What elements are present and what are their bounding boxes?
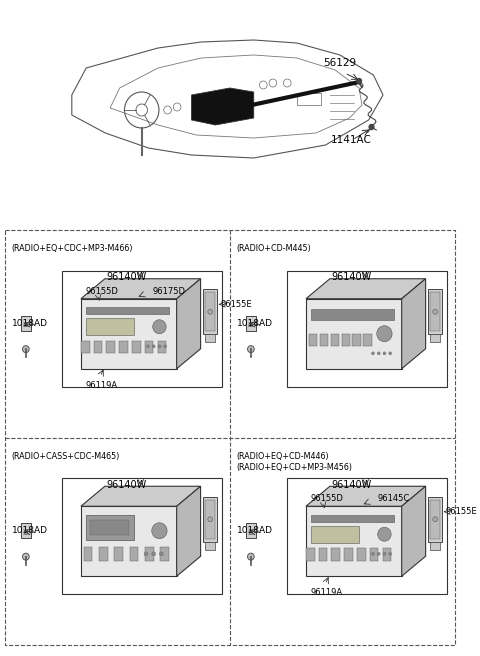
Circle shape	[208, 517, 213, 522]
Bar	[309, 334, 317, 346]
Bar	[204, 289, 217, 335]
Text: 96175D: 96175D	[153, 287, 186, 296]
Bar	[311, 515, 394, 522]
Bar	[320, 334, 328, 346]
Circle shape	[164, 345, 167, 348]
Bar	[311, 309, 394, 319]
Bar	[205, 542, 215, 550]
Circle shape	[389, 552, 392, 556]
Polygon shape	[81, 486, 201, 506]
Bar	[145, 340, 154, 354]
Text: 1141AC: 1141AC	[330, 135, 371, 145]
Bar	[246, 316, 256, 331]
Polygon shape	[306, 279, 426, 298]
Polygon shape	[192, 88, 254, 125]
Text: 96140W: 96140W	[107, 480, 147, 489]
Bar	[332, 548, 340, 561]
Bar	[99, 547, 108, 561]
Bar	[94, 340, 102, 354]
Bar	[145, 547, 154, 561]
Polygon shape	[81, 506, 177, 576]
Circle shape	[208, 309, 213, 314]
Bar	[107, 340, 115, 354]
Bar	[370, 548, 378, 561]
Circle shape	[377, 326, 392, 342]
Circle shape	[369, 125, 374, 129]
Circle shape	[23, 553, 29, 560]
Text: 96155D: 96155D	[86, 287, 119, 296]
Bar	[81, 340, 90, 354]
Bar	[319, 548, 327, 561]
Bar	[431, 500, 440, 539]
Bar	[119, 340, 128, 354]
Circle shape	[249, 323, 253, 327]
Circle shape	[433, 309, 438, 314]
Circle shape	[248, 346, 254, 353]
Text: 96119A: 96119A	[311, 588, 343, 597]
Bar	[205, 335, 215, 342]
Text: (RADIO+CD-M445): (RADIO+CD-M445)	[237, 244, 311, 253]
Bar	[331, 334, 339, 346]
Circle shape	[248, 553, 254, 560]
Bar	[114, 547, 123, 561]
Bar	[91, 520, 129, 535]
Circle shape	[383, 352, 386, 355]
Bar	[21, 316, 31, 331]
Bar	[357, 548, 366, 561]
Circle shape	[24, 530, 28, 534]
Polygon shape	[177, 486, 201, 576]
Bar	[84, 547, 93, 561]
Bar	[86, 515, 133, 540]
Circle shape	[152, 345, 155, 348]
Circle shape	[377, 352, 380, 355]
Polygon shape	[177, 279, 201, 369]
Bar	[132, 340, 141, 354]
Circle shape	[152, 552, 156, 556]
Circle shape	[372, 552, 374, 556]
Circle shape	[152, 523, 167, 539]
Polygon shape	[306, 486, 426, 506]
Text: (RADIO+EQ+CD-M446)
(RADIO+EQ+CD+MP3-M456): (RADIO+EQ+CD-M446) (RADIO+EQ+CD+MP3-M456…	[237, 451, 352, 472]
Circle shape	[24, 323, 28, 327]
Bar	[86, 318, 133, 335]
Circle shape	[389, 352, 392, 355]
Bar	[306, 548, 314, 561]
Text: 96155E: 96155E	[446, 507, 477, 516]
Circle shape	[159, 552, 163, 556]
Text: 1018AD: 1018AD	[12, 319, 48, 328]
Polygon shape	[81, 279, 201, 298]
Circle shape	[158, 345, 161, 348]
Text: 96155D: 96155D	[311, 494, 344, 503]
Bar	[431, 335, 440, 342]
Polygon shape	[402, 279, 426, 369]
Circle shape	[23, 346, 29, 353]
Text: 96145C: 96145C	[378, 494, 410, 503]
Circle shape	[153, 319, 166, 334]
Circle shape	[372, 352, 374, 355]
Bar	[204, 497, 217, 542]
Bar	[297, 93, 321, 105]
Polygon shape	[306, 506, 402, 576]
Circle shape	[377, 552, 380, 556]
Bar	[429, 497, 442, 542]
Circle shape	[249, 530, 253, 534]
Bar	[344, 548, 353, 561]
Bar	[86, 307, 169, 314]
Circle shape	[144, 552, 148, 556]
Bar	[205, 293, 215, 331]
Bar	[160, 547, 169, 561]
Text: 96155E: 96155E	[221, 300, 252, 309]
Bar	[21, 523, 31, 539]
Text: 96119A: 96119A	[86, 380, 118, 390]
Text: (RADIO+CASS+CDC-M465): (RADIO+CASS+CDC-M465)	[12, 451, 120, 461]
Text: (RADIO+EQ+CDC+MP3-M466): (RADIO+EQ+CDC+MP3-M466)	[12, 244, 133, 253]
Text: 1018AD: 1018AD	[237, 526, 273, 535]
Text: 96140W: 96140W	[332, 480, 372, 489]
Polygon shape	[81, 298, 177, 369]
Circle shape	[433, 517, 438, 522]
Text: 56129: 56129	[324, 58, 357, 68]
Polygon shape	[306, 298, 402, 369]
Bar	[429, 289, 442, 335]
Bar	[431, 542, 440, 550]
Bar	[431, 293, 440, 331]
